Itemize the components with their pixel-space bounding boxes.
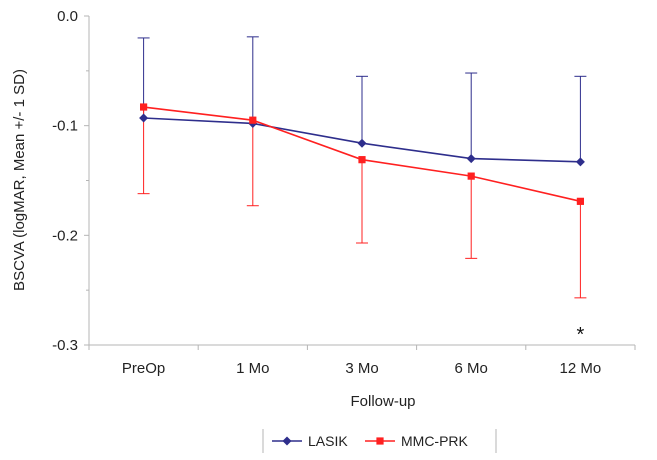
data-point-lasik <box>139 113 149 123</box>
y-tick-label: -0.2 <box>52 227 78 244</box>
x-axis: PreOp 1 Mo 3 Mo 6 Mo 12 Mo <box>88 345 636 377</box>
legend: LASIK MMC-PRK <box>262 429 497 453</box>
y-tick-label: -0.3 <box>52 337 78 354</box>
data-point-mmc-prk <box>358 156 366 164</box>
legend-label-lasik: LASIK <box>308 433 348 449</box>
x-tick-label: 1 Mo <box>236 360 269 377</box>
data-point-mmc-prk <box>140 103 148 111</box>
x-tick-label: PreOp <box>122 360 165 377</box>
x-axis-title: Follow-up <box>350 393 415 410</box>
y-axis: 0.0 -0.1 -0.2 -0.3 <box>52 8 89 354</box>
y-tick-label: 0.0 <box>57 8 78 25</box>
data-point-lasik <box>466 154 476 164</box>
y-axis-title: BSCVA (logMAR, Mean +/- 1 SD) <box>11 69 28 291</box>
x-tick-label: 3 Mo <box>345 360 378 377</box>
annotations: * <box>577 324 585 346</box>
data-point-mmc-prk <box>576 197 584 205</box>
data-point-mmc-prk <box>249 116 257 124</box>
significance-marker: * <box>577 324 585 346</box>
data-point-lasik <box>357 138 367 148</box>
y-tick-label: -0.1 <box>52 118 78 135</box>
x-tick-label: 6 Mo <box>455 360 488 377</box>
data-point-lasik <box>575 157 585 167</box>
legend-label-mmc-prk: MMC-PRK <box>401 433 469 449</box>
x-tick-label: 12 Mo <box>560 360 602 377</box>
data-point-mmc-prk <box>467 172 475 180</box>
error-bars <box>137 36 587 299</box>
series-markers <box>139 103 585 446</box>
